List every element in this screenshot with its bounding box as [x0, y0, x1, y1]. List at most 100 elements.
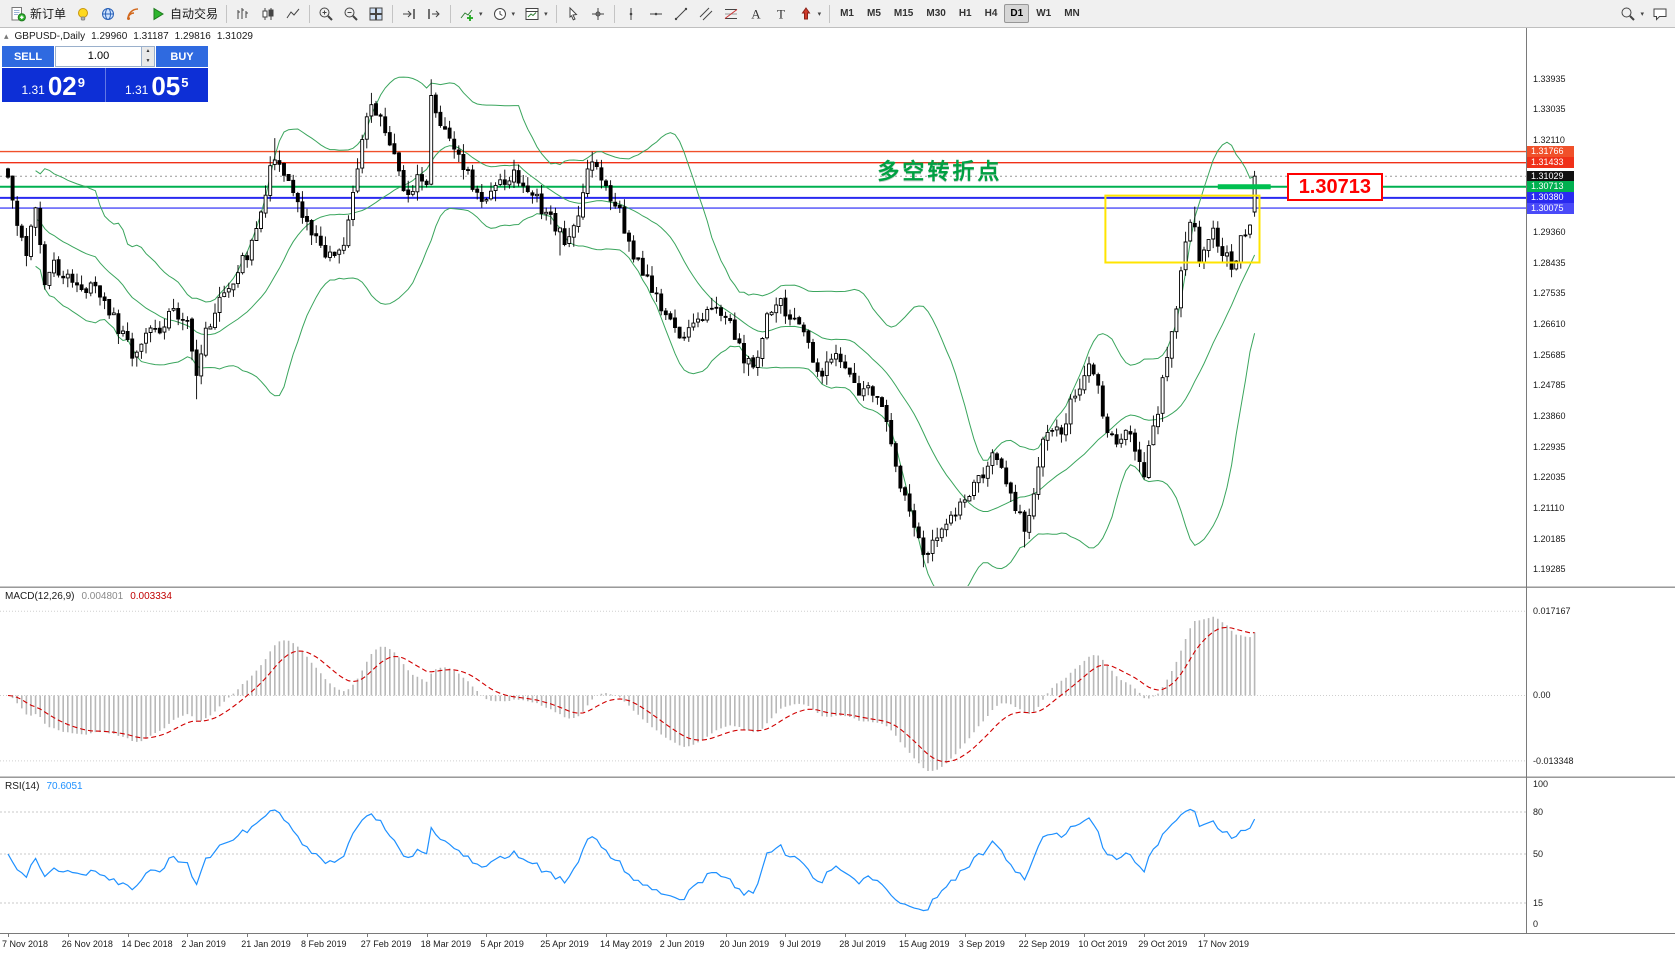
price-scale-label: 1.24785: [1533, 380, 1566, 391]
signal-icon: [125, 6, 141, 22]
candlestick-chart[interactable]: [0, 28, 1526, 586]
crosshair-button[interactable]: [586, 3, 610, 25]
one-click-collapse-icon[interactable]: ▴: [4, 31, 9, 41]
caret-down-icon: ▾: [511, 10, 516, 18]
macd-chart[interactable]: [0, 588, 1526, 776]
date-tick: [905, 934, 906, 937]
trendline-icon: [673, 6, 689, 22]
price-chart-panel[interactable]: ▴ GBPUSD-,Daily 1.29960 1.31187 1.29816 …: [0, 28, 1675, 586]
date-tick: [785, 934, 787, 937]
timeframe-h4-button[interactable]: H4: [984, 8, 998, 19]
rsi-label: RSI(14): [5, 781, 40, 792]
insert-group: ▾ ▾ ▾: [452, 3, 555, 25]
trendline-button[interactable]: [669, 3, 693, 25]
price-tag: 1.31766: [1527, 146, 1574, 158]
caret-down-icon: ▾: [1640, 10, 1644, 18]
market-button[interactable]: [96, 3, 120, 25]
fibonacci-button[interactable]: [719, 3, 743, 25]
date-tick: [1204, 934, 1205, 937]
autotrading-button[interactable]: 自动交易: [146, 2, 222, 25]
panel-splitter[interactable]: [0, 586, 1675, 588]
toolbar-separator: [392, 4, 394, 23]
objects-group: A T ▾: [616, 3, 829, 25]
cursor-button[interactable]: [561, 3, 585, 25]
date-label: 10 Oct 2019: [1078, 939, 1128, 949]
date-label: 14 May 2019: [600, 939, 653, 949]
channel-button[interactable]: [694, 3, 718, 25]
price-scale[interactable]: 1.33935 1.33035 1.32110 1.29360 1.28435 1.275…: [1527, 0, 1675, 953]
timeframe-m30-button[interactable]: M30: [926, 8, 946, 19]
price-scale-label: 1.22035: [1533, 472, 1566, 483]
timeframe-m15-button[interactable]: M15: [893, 8, 914, 19]
rsi-chart[interactable]: [0, 778, 1526, 932]
tile-icon: [368, 6, 384, 22]
date-tick: [1144, 934, 1146, 937]
timeframe-m5-button[interactable]: M5: [867, 8, 881, 19]
price-callout-label: 1.30713: [1286, 172, 1383, 201]
metaeditor-button[interactable]: [71, 3, 95, 25]
toolbar-separator: [613, 4, 615, 23]
timeframe-d1-button[interactable]: D1: [1004, 4, 1030, 23]
time-axis[interactable]: 7 Nov 2018 26 Nov 2018 14 Dec 2018 2 Jan 20…: [0, 933, 1675, 953]
sell-pips: 02: [47, 71, 77, 101]
sell-button[interactable]: SELL: [2, 46, 54, 67]
periods-button[interactable]: ▾: [488, 3, 520, 25]
date-label: 21 Jan 2019: [241, 939, 291, 949]
volume-down-button[interactable]: ▼: [142, 56, 154, 66]
label-button[interactable]: T: [769, 3, 793, 25]
sell-price-button[interactable]: 1.31 02 9: [2, 68, 105, 102]
timeframe-h1-button[interactable]: H1: [958, 8, 972, 19]
text-button[interactable]: A: [744, 3, 768, 25]
zoom-out-button[interactable]: [339, 3, 363, 25]
signals-button[interactable]: [121, 3, 145, 25]
svg-text:A: A: [751, 6, 761, 21]
rsi-scale-label: 100: [1533, 779, 1549, 789]
chat-button[interactable]: [1648, 3, 1672, 25]
timeframe-mn-button[interactable]: MN: [1064, 8, 1080, 19]
candlestick-chart-button[interactable]: [256, 3, 280, 25]
buy-button[interactable]: BUY: [156, 46, 208, 67]
templates-button[interactable]: ▾: [520, 3, 552, 25]
cursor-icon: [565, 6, 581, 22]
date-tick: [964, 934, 966, 937]
search-button[interactable]: ▾: [1616, 3, 1648, 25]
svg-text:T: T: [777, 6, 785, 21]
volume-up-button[interactable]: ▲: [142, 47, 154, 57]
price-tag: 1.30075: [1527, 202, 1574, 214]
buy-price-button[interactable]: 1.31 05 5: [104, 68, 209, 102]
volume-input[interactable]: 1.00 ▲ ▼: [55, 46, 155, 67]
new-order-button[interactable]: 新订单: [6, 2, 70, 25]
vertical-line-button[interactable]: [619, 3, 643, 25]
price-axis-line: [1526, 28, 1527, 933]
candles-icon: [260, 6, 276, 22]
rsi-panel[interactable]: RSI(14) 70.6051: [0, 778, 1675, 932]
date-tick: [725, 934, 727, 937]
auto-scroll-button[interactable]: [397, 3, 421, 25]
bar-chart-button[interactable]: [231, 3, 255, 25]
arrows-button[interactable]: ▾: [794, 3, 826, 25]
panel-splitter[interactable]: [0, 776, 1675, 778]
line-chart-button[interactable]: [281, 3, 305, 25]
price-tag: 1.30713: [1527, 181, 1574, 193]
ohlc-close: 1.31029: [216, 31, 253, 42]
rsi-value: 70.6051: [46, 781, 83, 792]
macd-label: MACD(12,26,9): [5, 591, 75, 602]
play-icon: [150, 6, 166, 22]
zoom-group: [311, 3, 391, 25]
zoom-in-icon: [318, 6, 334, 22]
macd-panel[interactable]: MACD(12,26,9) 0.004801 0.003334: [0, 588, 1675, 776]
indicators-button[interactable]: ▾: [455, 3, 487, 25]
date-tick: [187, 934, 189, 937]
timeframe-w1-button[interactable]: W1: [1036, 8, 1052, 19]
caret-down-icon: ▾: [479, 10, 483, 18]
chart-shift-button[interactable]: [422, 3, 446, 25]
date-tick: [247, 934, 249, 937]
auto-scroll-icon: [401, 6, 417, 22]
caret-down-icon: ▾: [544, 10, 548, 18]
zoom-in-button[interactable]: [314, 3, 338, 25]
tile-windows-button[interactable]: [364, 3, 388, 25]
timeframe-m1-button[interactable]: M1: [840, 8, 854, 19]
horizontal-line-button[interactable]: [644, 3, 668, 25]
toolbar-separator: [450, 4, 452, 23]
new-order-icon: [10, 6, 26, 22]
